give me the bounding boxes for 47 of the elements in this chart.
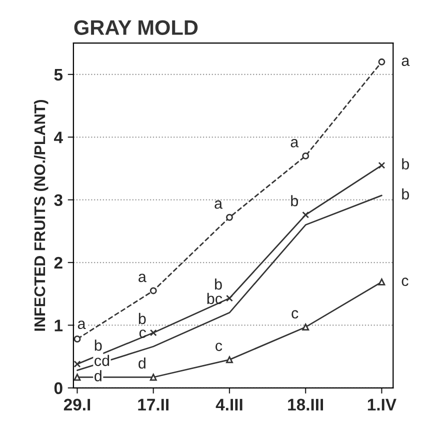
point xyxy=(150,287,157,294)
annotation: b xyxy=(215,278,222,290)
point xyxy=(378,162,386,169)
annotation: b xyxy=(402,188,410,200)
annotation: b xyxy=(138,312,146,324)
x-tick-label: 1.IV xyxy=(368,398,396,410)
line-series xyxy=(76,194,382,372)
y-tick-label: 2 xyxy=(54,256,62,269)
x-tick-label: 29.I xyxy=(64,398,90,411)
annotation: c xyxy=(216,342,222,352)
point xyxy=(378,58,386,66)
y-tick-label: 4 xyxy=(54,132,63,144)
point xyxy=(74,336,81,342)
point xyxy=(150,329,157,336)
point xyxy=(226,214,233,221)
annotation: c xyxy=(292,310,298,319)
y-tick-label: 3 xyxy=(54,194,62,206)
x-tick-label: 18.III xyxy=(288,398,324,411)
point xyxy=(226,294,233,302)
annotation: a xyxy=(138,274,146,282)
x-tick-label: 4.III xyxy=(216,398,242,410)
annotation: d xyxy=(138,357,146,369)
y-tick-label: 5 xyxy=(54,69,63,81)
point xyxy=(150,374,157,381)
annotation: c xyxy=(402,278,408,286)
annotation: b xyxy=(291,195,298,206)
annotation: a xyxy=(214,200,223,209)
annotation: a xyxy=(290,138,299,148)
point xyxy=(226,356,233,364)
point xyxy=(378,278,386,286)
annotation: b xyxy=(94,340,102,351)
annotation: bc xyxy=(207,292,222,304)
y-tick-label: 0 xyxy=(54,382,62,394)
annotation: d xyxy=(94,370,102,382)
chart-title: GRAY MOLD xyxy=(74,20,198,35)
point xyxy=(74,360,81,368)
annotation: b xyxy=(402,158,410,170)
annotation: a xyxy=(402,58,410,66)
annotation: cd xyxy=(94,354,110,366)
y-axis-title: INFECTED FRUITS (NO./PLANT) xyxy=(34,100,48,331)
point xyxy=(302,152,310,160)
point xyxy=(302,324,310,331)
annotation: c xyxy=(139,330,146,338)
x-tick-label: 17.II xyxy=(138,398,168,410)
point xyxy=(302,211,310,218)
y-tick-label: 1 xyxy=(54,320,63,332)
annotation: a xyxy=(78,320,86,330)
